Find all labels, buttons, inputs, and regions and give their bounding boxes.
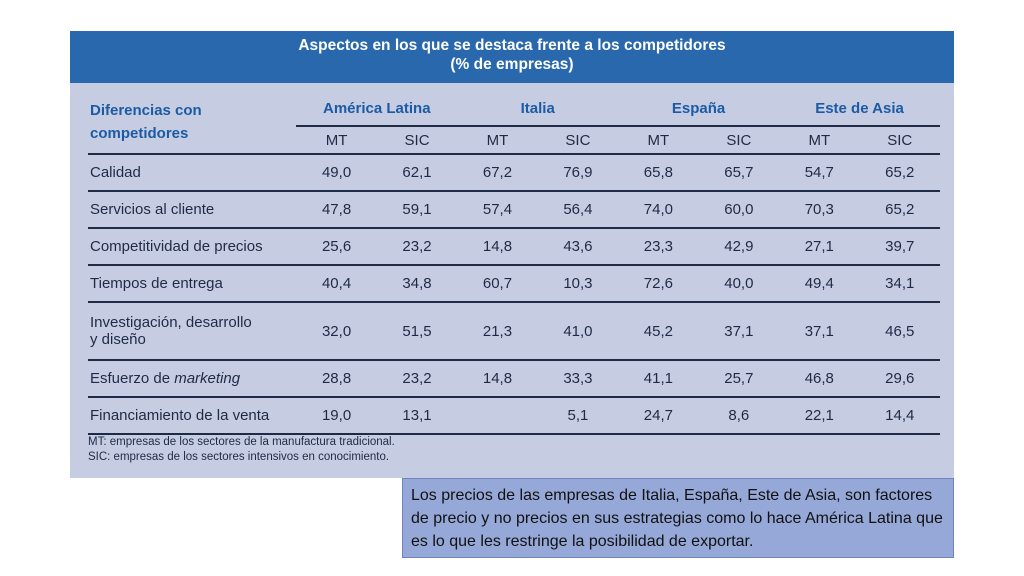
cell: 76,9: [537, 154, 619, 192]
row-label: Financiamiento de la venta: [88, 397, 297, 435]
cell: 14,8: [457, 228, 538, 266]
group-header-espana: España: [671, 99, 726, 117]
subheader-mt: MT: [296, 125, 377, 155]
cell: 46,5: [859, 302, 940, 361]
subheader-sic: SIC: [698, 125, 780, 155]
table-image: Aspectos en los que se destaca frente a …: [70, 31, 954, 478]
cell: 22,1: [779, 397, 860, 435]
row-label-line2: y diseño: [90, 331, 146, 348]
cell: 45,2: [618, 302, 699, 361]
table-row: Servicios al cliente 47,8 59,1 57,4 56,4…: [88, 191, 940, 229]
cell: 41,0: [537, 302, 619, 361]
subheader-mt: MT: [457, 125, 538, 155]
table-title-line2: (% de empresas): [450, 56, 574, 73]
cell: 59,1: [376, 191, 458, 229]
table-row: Esfuerzo de marketing 28,8 23,2 14,8 33,…: [88, 360, 940, 398]
cell: 23,2: [376, 360, 458, 398]
cell: 54,7: [779, 154, 860, 192]
cell: 27,1: [779, 228, 860, 266]
cell: [457, 397, 538, 435]
subheader-sic: SIC: [537, 125, 619, 155]
table-title-line1: Aspectos en los que se destaca frente a …: [298, 37, 726, 54]
table-row: Tiempos de entrega 40,4 34,8 60,7 10,3 7…: [88, 265, 940, 303]
row-label: Competitividad de precios: [88, 228, 297, 266]
cell: 21,3: [457, 302, 538, 361]
row-header: Diferencias con competidores: [88, 91, 297, 155]
cell: 10,3: [537, 265, 619, 303]
cell: 19,0: [296, 397, 377, 435]
table-row: Competitividad de precios 25,6 23,2 14,8…: [88, 228, 940, 266]
cell: 13,1: [376, 397, 458, 435]
cell: 37,1: [779, 302, 860, 361]
cell: 56,4: [537, 191, 619, 229]
cell: 14,8: [457, 360, 538, 398]
cell: 70,3: [779, 191, 860, 229]
cell: 49,0: [296, 154, 377, 192]
row-header-line2: competidores: [90, 125, 189, 142]
table-row: Financiamiento de la venta 19,0 13,1 5,1…: [88, 397, 940, 435]
cell: 41,1: [618, 360, 699, 398]
cell: 23,2: [376, 228, 458, 266]
cell: 60,7: [457, 265, 538, 303]
table-title: Aspectos en los que se destaca frente a …: [70, 31, 954, 83]
cell: 43,6: [537, 228, 619, 266]
footnote-mt: MT: empresas de los sectores de la manuf…: [88, 436, 395, 448]
cell: 33,3: [537, 360, 619, 398]
group-header-este-de-asia: Este de Asia: [815, 99, 904, 117]
cell: 28,8: [296, 360, 377, 398]
row-label: Esfuerzo de marketing: [88, 360, 297, 398]
cell: 34,1: [859, 265, 940, 303]
cell: 37,1: [698, 302, 780, 361]
caption-text: Los precios de las empresas de Italia, E…: [411, 487, 943, 550]
cell: 25,7: [698, 360, 780, 398]
cell: 49,4: [779, 265, 860, 303]
cell: 14,4: [859, 397, 940, 435]
cell: 29,6: [859, 360, 940, 398]
subheader-sic: SIC: [376, 125, 458, 155]
cell: 65,2: [859, 154, 940, 192]
cell: 34,8: [376, 265, 458, 303]
cell: 42,9: [698, 228, 780, 266]
cell: 57,4: [457, 191, 538, 229]
caption-box: Los precios de las empresas de Italia, E…: [402, 478, 954, 558]
footnote-sic: SIC: empresas de los sectores intensivos…: [88, 451, 390, 463]
group-header-america-latina: América Latina: [323, 99, 431, 117]
row-label: Investigación, desarrollo y diseño: [88, 302, 297, 361]
subheader-mt: MT: [779, 125, 860, 155]
cell: 74,0: [618, 191, 699, 229]
row-label: Tiempos de entrega: [88, 265, 297, 303]
cell: 23,3: [618, 228, 699, 266]
cell: 51,5: [376, 302, 458, 361]
cell: 39,7: [859, 228, 940, 266]
cell: 8,6: [698, 397, 780, 435]
cell: 40,0: [698, 265, 780, 303]
cell: 72,6: [618, 265, 699, 303]
cell: 62,1: [376, 154, 458, 192]
cell: 60,0: [698, 191, 780, 229]
table-row: Investigación, desarrollo y diseño 32,0 …: [88, 302, 940, 361]
cell: 25,6: [296, 228, 377, 266]
subheader-sic: SIC: [859, 125, 940, 155]
cell: 32,0: [296, 302, 377, 361]
cell: 5,1: [537, 397, 619, 435]
cell: 67,2: [457, 154, 538, 192]
footnotes: MT: empresas de los sectores de la manuf…: [88, 435, 395, 465]
cell: 65,2: [859, 191, 940, 229]
row-label-text: Esfuerzo de: [90, 370, 175, 387]
row-label-line1: Investigación, desarrollo: [90, 314, 252, 331]
table-row: Calidad 49,0 62,1 67,2 76,9 65,8 65,7 54…: [88, 154, 940, 192]
cell: 65,7: [698, 154, 780, 192]
row-label-italic: marketing: [174, 370, 241, 387]
competitor-table: Diferencias con competidores América Lat…: [88, 91, 940, 435]
cell: 24,7: [618, 397, 699, 435]
row-label: Calidad: [88, 154, 297, 192]
cell: 47,8: [296, 191, 377, 229]
cell: 65,8: [618, 154, 699, 192]
row-label: Servicios al cliente: [88, 191, 297, 229]
row-header-line1: Diferencias con: [90, 102, 202, 119]
cell: 40,4: [296, 265, 377, 303]
cell: 46,8: [779, 360, 860, 398]
subheader-mt: MT: [618, 125, 699, 155]
group-header-italia: Italia: [520, 99, 555, 117]
